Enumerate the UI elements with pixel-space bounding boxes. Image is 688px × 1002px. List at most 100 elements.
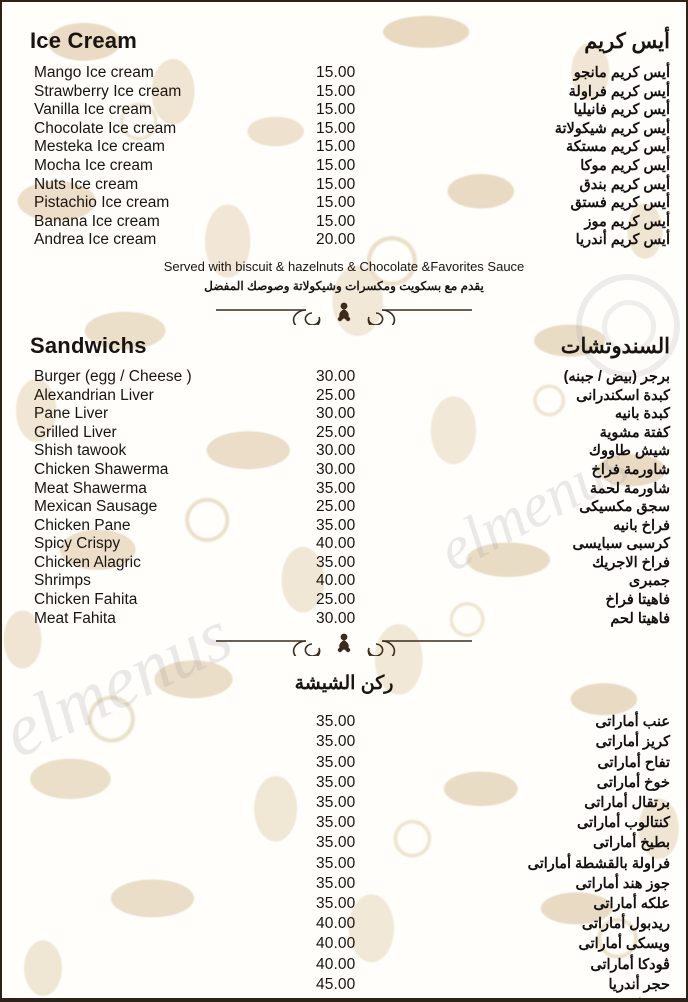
ice-cream-note-en: Served with biscuit & hazelnuts & Chocol… bbox=[163, 258, 525, 274]
menu-item-row[interactable]: Vanilla Ice cream 15.00 أيس كريم فانيليا bbox=[34, 101, 670, 120]
menu-item-row[interactable]: 35.00 تفاح أماراتى bbox=[34, 754, 670, 774]
item-name-ar: علكه أماراتى bbox=[593, 895, 670, 912]
menu-item-row[interactable]: Chicken Pane 35.00 فراخ بانيه bbox=[34, 517, 670, 536]
item-name-en: Mocha Ice cream bbox=[34, 156, 153, 174]
item-name-en: Mexican Sausage bbox=[34, 498, 158, 516]
item-name-ar: أيس كريم مستكة bbox=[565, 139, 670, 156]
item-price: 35.00 bbox=[316, 834, 356, 852]
item-name-en: Andrea Ice cream bbox=[34, 231, 157, 249]
item-name-en: Alexandrian Liver bbox=[34, 386, 154, 404]
menu-item-row[interactable]: 40.00 ويسكى أماراتى bbox=[34, 935, 670, 955]
ice-cream-note-ar: يقدم مع بسكويت ومكسرات وشيكولاتة وصوصك ا… bbox=[204, 278, 484, 293]
item-name-ar: عنب أماراتى bbox=[595, 714, 670, 731]
item-price: 35.00 bbox=[316, 894, 356, 912]
item-name-ar: كنتالوب أماراتى bbox=[576, 815, 670, 832]
menu-item-row[interactable]: Mesteka Ice cream 15.00 أيس كريم مستكة bbox=[34, 138, 670, 157]
menu-item-row[interactable]: Chicken Alagric 35.00 فراخ الاجريك bbox=[34, 554, 670, 573]
item-price: 40.00 bbox=[316, 915, 356, 933]
item-name-en: Mesteka Ice cream bbox=[34, 138, 165, 156]
menu-item-row[interactable]: Pane Liver 30.00 كبدة بانيه bbox=[34, 405, 670, 424]
menu-item-row[interactable]: 15.00معسل قص (حجرين) bbox=[34, 996, 670, 998]
item-price: 15.00 bbox=[316, 194, 356, 212]
menu-item-row[interactable]: 35.00 بطيخ أماراتى bbox=[34, 834, 670, 854]
menu-item-row[interactable]: Chicken Fahita 25.00 فاهيتا فراخ bbox=[34, 591, 670, 610]
menu-item-row[interactable]: Chicken Shawerma 30.00 شاورمة فراخ bbox=[34, 461, 670, 480]
menu-item-row[interactable]: 35.00 كنتالوب أماراتى bbox=[34, 814, 670, 834]
item-name-ar: كفتة مشوية bbox=[599, 424, 670, 441]
menu-item-row[interactable]: 35.00 فراولة بالقشطة أماراتى bbox=[34, 855, 670, 875]
menu-item-row[interactable]: Shrimps 40.00 جمبرى bbox=[34, 572, 670, 591]
menu-item-row[interactable]: Pistachio Ice cream 15.00 أيس كريم فستق bbox=[34, 194, 670, 213]
item-name-ar: برجر (بيض / جبنه) bbox=[563, 368, 670, 385]
item-name-ar: شاورمة فراخ bbox=[591, 461, 670, 478]
item-name-en: Grilled Liver bbox=[34, 423, 117, 441]
item-price: 35.00 bbox=[316, 773, 356, 791]
item-name-ar: أيس كريم مانجو bbox=[573, 65, 670, 81]
item-price: 15.00 bbox=[316, 996, 412, 998]
item-list-ice-cream: Mango Ice cream 15.00 أيس كريم مانجو Straw… bbox=[2, 64, 686, 250]
item-price: 35.00 bbox=[316, 516, 356, 534]
menu-item-row[interactable]: 45.00 حجر أندريا bbox=[34, 976, 670, 996]
item-price: 25.00 bbox=[316, 423, 356, 441]
menu-item-row[interactable]: 35.00 كريز أماراتى bbox=[34, 733, 670, 753]
item-name-ar: ڤودكا أماراتى bbox=[590, 956, 670, 973]
menu-item-row[interactable]: Shish tawook 30.00 شيش طاووك bbox=[34, 442, 670, 461]
menu-item-row[interactable]: Nuts Ice cream 15.00 أيس كريم بندق bbox=[34, 176, 670, 195]
menu-item-row[interactable]: 35.00 عنب أماراتى bbox=[34, 713, 670, 733]
menu-item-row[interactable]: 35.00 برتقال أماراتى bbox=[34, 794, 670, 814]
item-name-en: Nuts Ice cream bbox=[34, 175, 139, 193]
menu-item-row[interactable]: Grilled Liver 25.00 كفتة مشوية bbox=[34, 424, 670, 443]
menu-item-row[interactable]: Andrea Ice cream 20.00 أيس كريم أندريا bbox=[34, 231, 670, 250]
item-price: 30.00 bbox=[316, 442, 356, 460]
section-title-ar-sandwichs: السندوتشات bbox=[560, 334, 670, 358]
menu-item-row[interactable]: 35.00 جوز هند أماراتى bbox=[34, 875, 670, 895]
item-list-shisha: 35.00 عنب أماراتى 35.00 كريز أماراتى 35.00… bbox=[2, 713, 686, 998]
item-name-ar: سجق مكسيكى bbox=[579, 499, 670, 516]
menu-item-row[interactable]: Mango Ice cream 15.00 أيس كريم مانجو bbox=[34, 64, 670, 83]
menu-item-row[interactable]: Chocolate Ice cream 15.00 أيس كريم شيكولات… bbox=[34, 120, 670, 139]
item-name-en: Chocolate Ice cream bbox=[34, 119, 177, 137]
item-price: 15.00 bbox=[316, 64, 356, 81]
item-name-ar: أيس كريم بندق bbox=[579, 176, 670, 193]
menu-item-row[interactable]: Burger (egg / Cheese ) 30.00 برجر (بيض / ج… bbox=[34, 368, 670, 387]
menu-item-row[interactable]: Mocha Ice cream 15.00 أيس كريم موكا bbox=[34, 157, 670, 176]
menu-item-row[interactable]: Meat Fahita 30.00 فاهيتا لحم bbox=[34, 610, 670, 629]
menu-item-row[interactable]: 40.00 ريدبول أماراتى bbox=[34, 915, 670, 935]
menu-item-row[interactable]: 35.00 علكه أماراتى bbox=[34, 895, 670, 915]
item-name-ar: كبدة اسكندرانى bbox=[576, 387, 670, 404]
menu-item-row[interactable]: Mexican Sausage 25.00 سجق مكسيكى bbox=[34, 498, 670, 517]
item-name-ar: أيس كريم موكا bbox=[580, 157, 670, 174]
item-name-ar: أيس كريم شيكولاتة bbox=[554, 120, 670, 137]
menu-item-row[interactable]: Strawberry Ice cream 15.00 أيس كريم فراولة bbox=[34, 83, 670, 102]
item-name-ar: أيس كريم أندريا bbox=[575, 232, 670, 249]
item-list-sandwichs: Burger (egg / Cheese ) 30.00 برجر (بيض / ج… bbox=[2, 368, 686, 628]
item-price: 15.00 bbox=[316, 138, 356, 156]
item-name-ar: أيس كريم موز bbox=[584, 213, 670, 230]
item-name-ar: ويسكى أماراتى bbox=[578, 936, 670, 953]
item-name-ar: كرسبى سبايسى bbox=[572, 536, 670, 553]
menu-item-row[interactable]: 35.00 خوخ أماراتى bbox=[34, 774, 670, 794]
section-title-en-ice-cream: Ice Cream bbox=[30, 28, 137, 53]
ornamental-divider bbox=[2, 299, 686, 325]
menu-item-row[interactable]: Alexandrian Liver 25.00 كبدة اسكندرانى bbox=[34, 387, 670, 406]
item-price: 35.00 bbox=[316, 874, 356, 892]
section-title-ar-shisha: ركن الشيشة bbox=[294, 673, 394, 695]
item-price: 40.00 bbox=[316, 955, 356, 973]
menu-item-row[interactable]: Meat Shawerma 35.00 شاورمة لحمة bbox=[34, 480, 670, 499]
item-price: 20.00 bbox=[316, 231, 356, 249]
menu-item-row[interactable]: Spicy Crispy 40.00 كرسبى سبايسى bbox=[34, 535, 670, 554]
item-price: 45.00 bbox=[316, 975, 356, 993]
item-name-ar: معسل قص (حجرين) bbox=[412, 997, 671, 998]
item-price: 35.00 bbox=[316, 733, 356, 751]
section-title-ar-ice-cream: أيس كريم bbox=[584, 30, 670, 53]
item-name-ar: أيس كريم فستق bbox=[570, 195, 670, 212]
menu-item-row[interactable]: Banana Ice cream 15.00 أيس كريم موز bbox=[34, 213, 670, 232]
item-name-ar: ريدبول أماراتى bbox=[581, 916, 670, 933]
item-price: 35.00 bbox=[316, 553, 356, 571]
item-price: 15.00 bbox=[316, 156, 356, 174]
item-name-en: Meat Fahita bbox=[34, 609, 116, 627]
menu-item-row[interactable]: 40.00 ڤودكا أماراتى bbox=[34, 956, 670, 976]
item-price: 35.00 bbox=[316, 713, 356, 731]
